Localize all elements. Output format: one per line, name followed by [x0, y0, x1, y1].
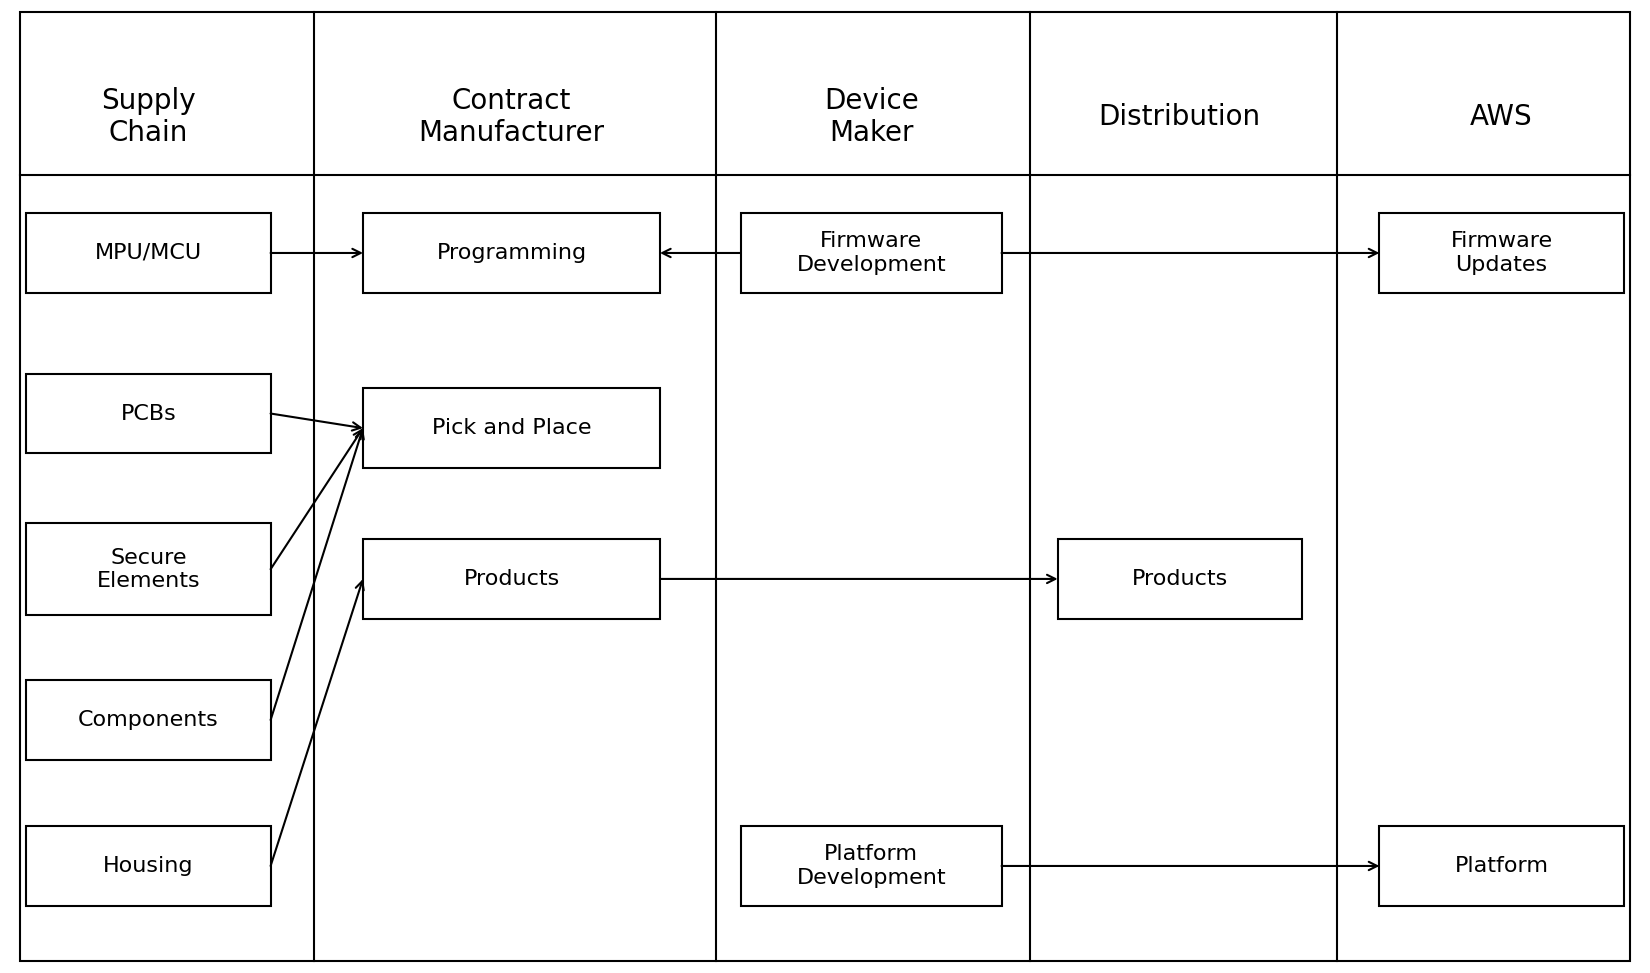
Text: Firmware
Development: Firmware Development: [797, 232, 945, 274]
Bar: [26, 374, 271, 453]
Text: Products: Products: [464, 569, 559, 589]
Text: MPU/MCU: MPU/MCU: [96, 243, 201, 263]
Text: Contract
Manufacturer: Contract Manufacturer: [419, 87, 604, 147]
Bar: [26, 213, 271, 293]
Text: Housing: Housing: [104, 856, 193, 876]
Text: Platform: Platform: [1455, 856, 1548, 876]
Text: Device
Maker: Device Maker: [823, 87, 919, 147]
Text: AWS: AWS: [1470, 103, 1533, 130]
Bar: [741, 826, 1002, 906]
Bar: [741, 213, 1002, 293]
Text: Programming: Programming: [437, 243, 586, 263]
Bar: [1379, 213, 1624, 293]
Text: Supply
Chain: Supply Chain: [101, 87, 196, 147]
Bar: [26, 826, 271, 906]
Text: Firmware
Updates: Firmware Updates: [1450, 232, 1553, 274]
Text: Secure
Elements: Secure Elements: [97, 548, 200, 591]
Text: Pick and Place: Pick and Place: [432, 418, 591, 438]
Text: Distribution: Distribution: [1099, 103, 1261, 130]
Bar: [26, 523, 271, 616]
Bar: [26, 680, 271, 760]
Bar: [1058, 539, 1302, 619]
Bar: [363, 213, 660, 293]
Text: Platform
Development: Platform Development: [797, 845, 945, 887]
Bar: [1379, 826, 1624, 906]
Text: Products: Products: [1132, 569, 1228, 589]
Text: PCBs: PCBs: [120, 404, 177, 423]
Text: Components: Components: [78, 710, 219, 730]
Bar: [363, 539, 660, 619]
Bar: [363, 388, 660, 468]
